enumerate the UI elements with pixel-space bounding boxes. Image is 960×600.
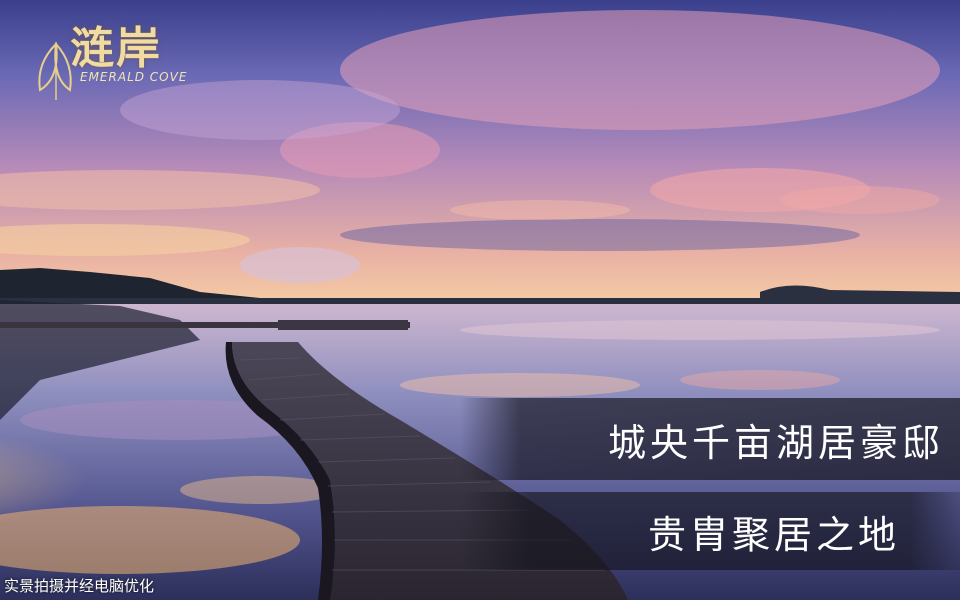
headline-band: 城央千亩湖居豪邸 (460, 398, 960, 480)
photo-disclaimer: 实景拍摄并经电脑优化 (4, 577, 155, 595)
brand-name-en: EMERALD COVE (80, 70, 188, 84)
leaf-emblem-icon (38, 41, 72, 100)
subheadline-text: 贵胄聚居之地 (647, 512, 900, 557)
brand-logo: 涟岸 EMERALD COVE (26, 8, 216, 118)
headline-text: 城央千亩湖居豪邸 (607, 420, 944, 465)
brand-name-cn: 涟岸 (70, 23, 162, 74)
subheadline-band: 贵胄聚居之地 (460, 492, 960, 570)
